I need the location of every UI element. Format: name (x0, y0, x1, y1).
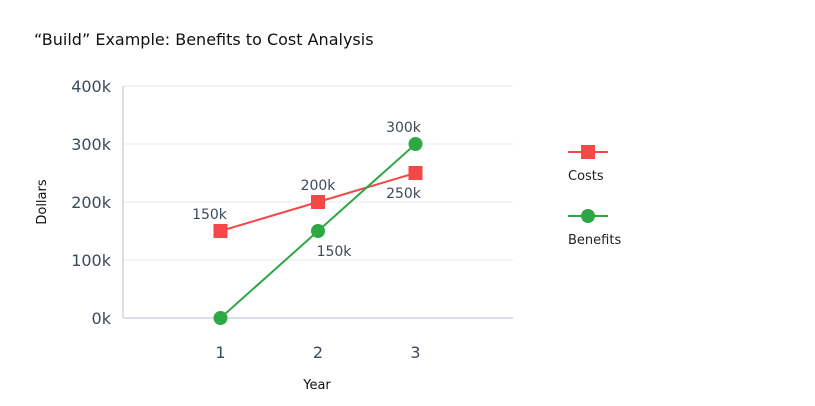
costs-data-label: 250k (386, 186, 422, 202)
costs-point (213, 224, 228, 238)
legend-costs-label: Costs (568, 169, 604, 184)
y-tick-label: 300k (71, 135, 112, 154)
benefits-data-label: 150k (317, 244, 353, 260)
legend-square-icon (581, 145, 595, 159)
costs-point (311, 195, 325, 209)
y-tick-label: 200k (71, 193, 112, 212)
x-tick-label: 2 (313, 343, 323, 362)
benefits-point (408, 137, 423, 151)
benefits-point (311, 224, 325, 238)
costs-point (408, 166, 423, 180)
legend-benefits-label: Benefits (568, 233, 621, 248)
legend-circle-icon (581, 209, 595, 223)
y-tick-label: 0k (92, 309, 112, 328)
chart-title: “Build” Example: Benefits to Cost Analys… (34, 30, 374, 49)
x-tick-label: 1 (215, 343, 225, 362)
costs-data-label: 150k (192, 207, 228, 223)
y-tick-label: 100k (71, 251, 112, 270)
x-axis-label: Year (302, 378, 331, 393)
costs-data-label: 200k (301, 178, 337, 194)
benefits-data-label: 300k (386, 120, 422, 136)
y-tick-label: 400k (71, 77, 112, 96)
benefits-point (213, 311, 228, 325)
y-axis-label: Dollars (35, 179, 50, 224)
x-tick-label: 3 (410, 343, 420, 362)
